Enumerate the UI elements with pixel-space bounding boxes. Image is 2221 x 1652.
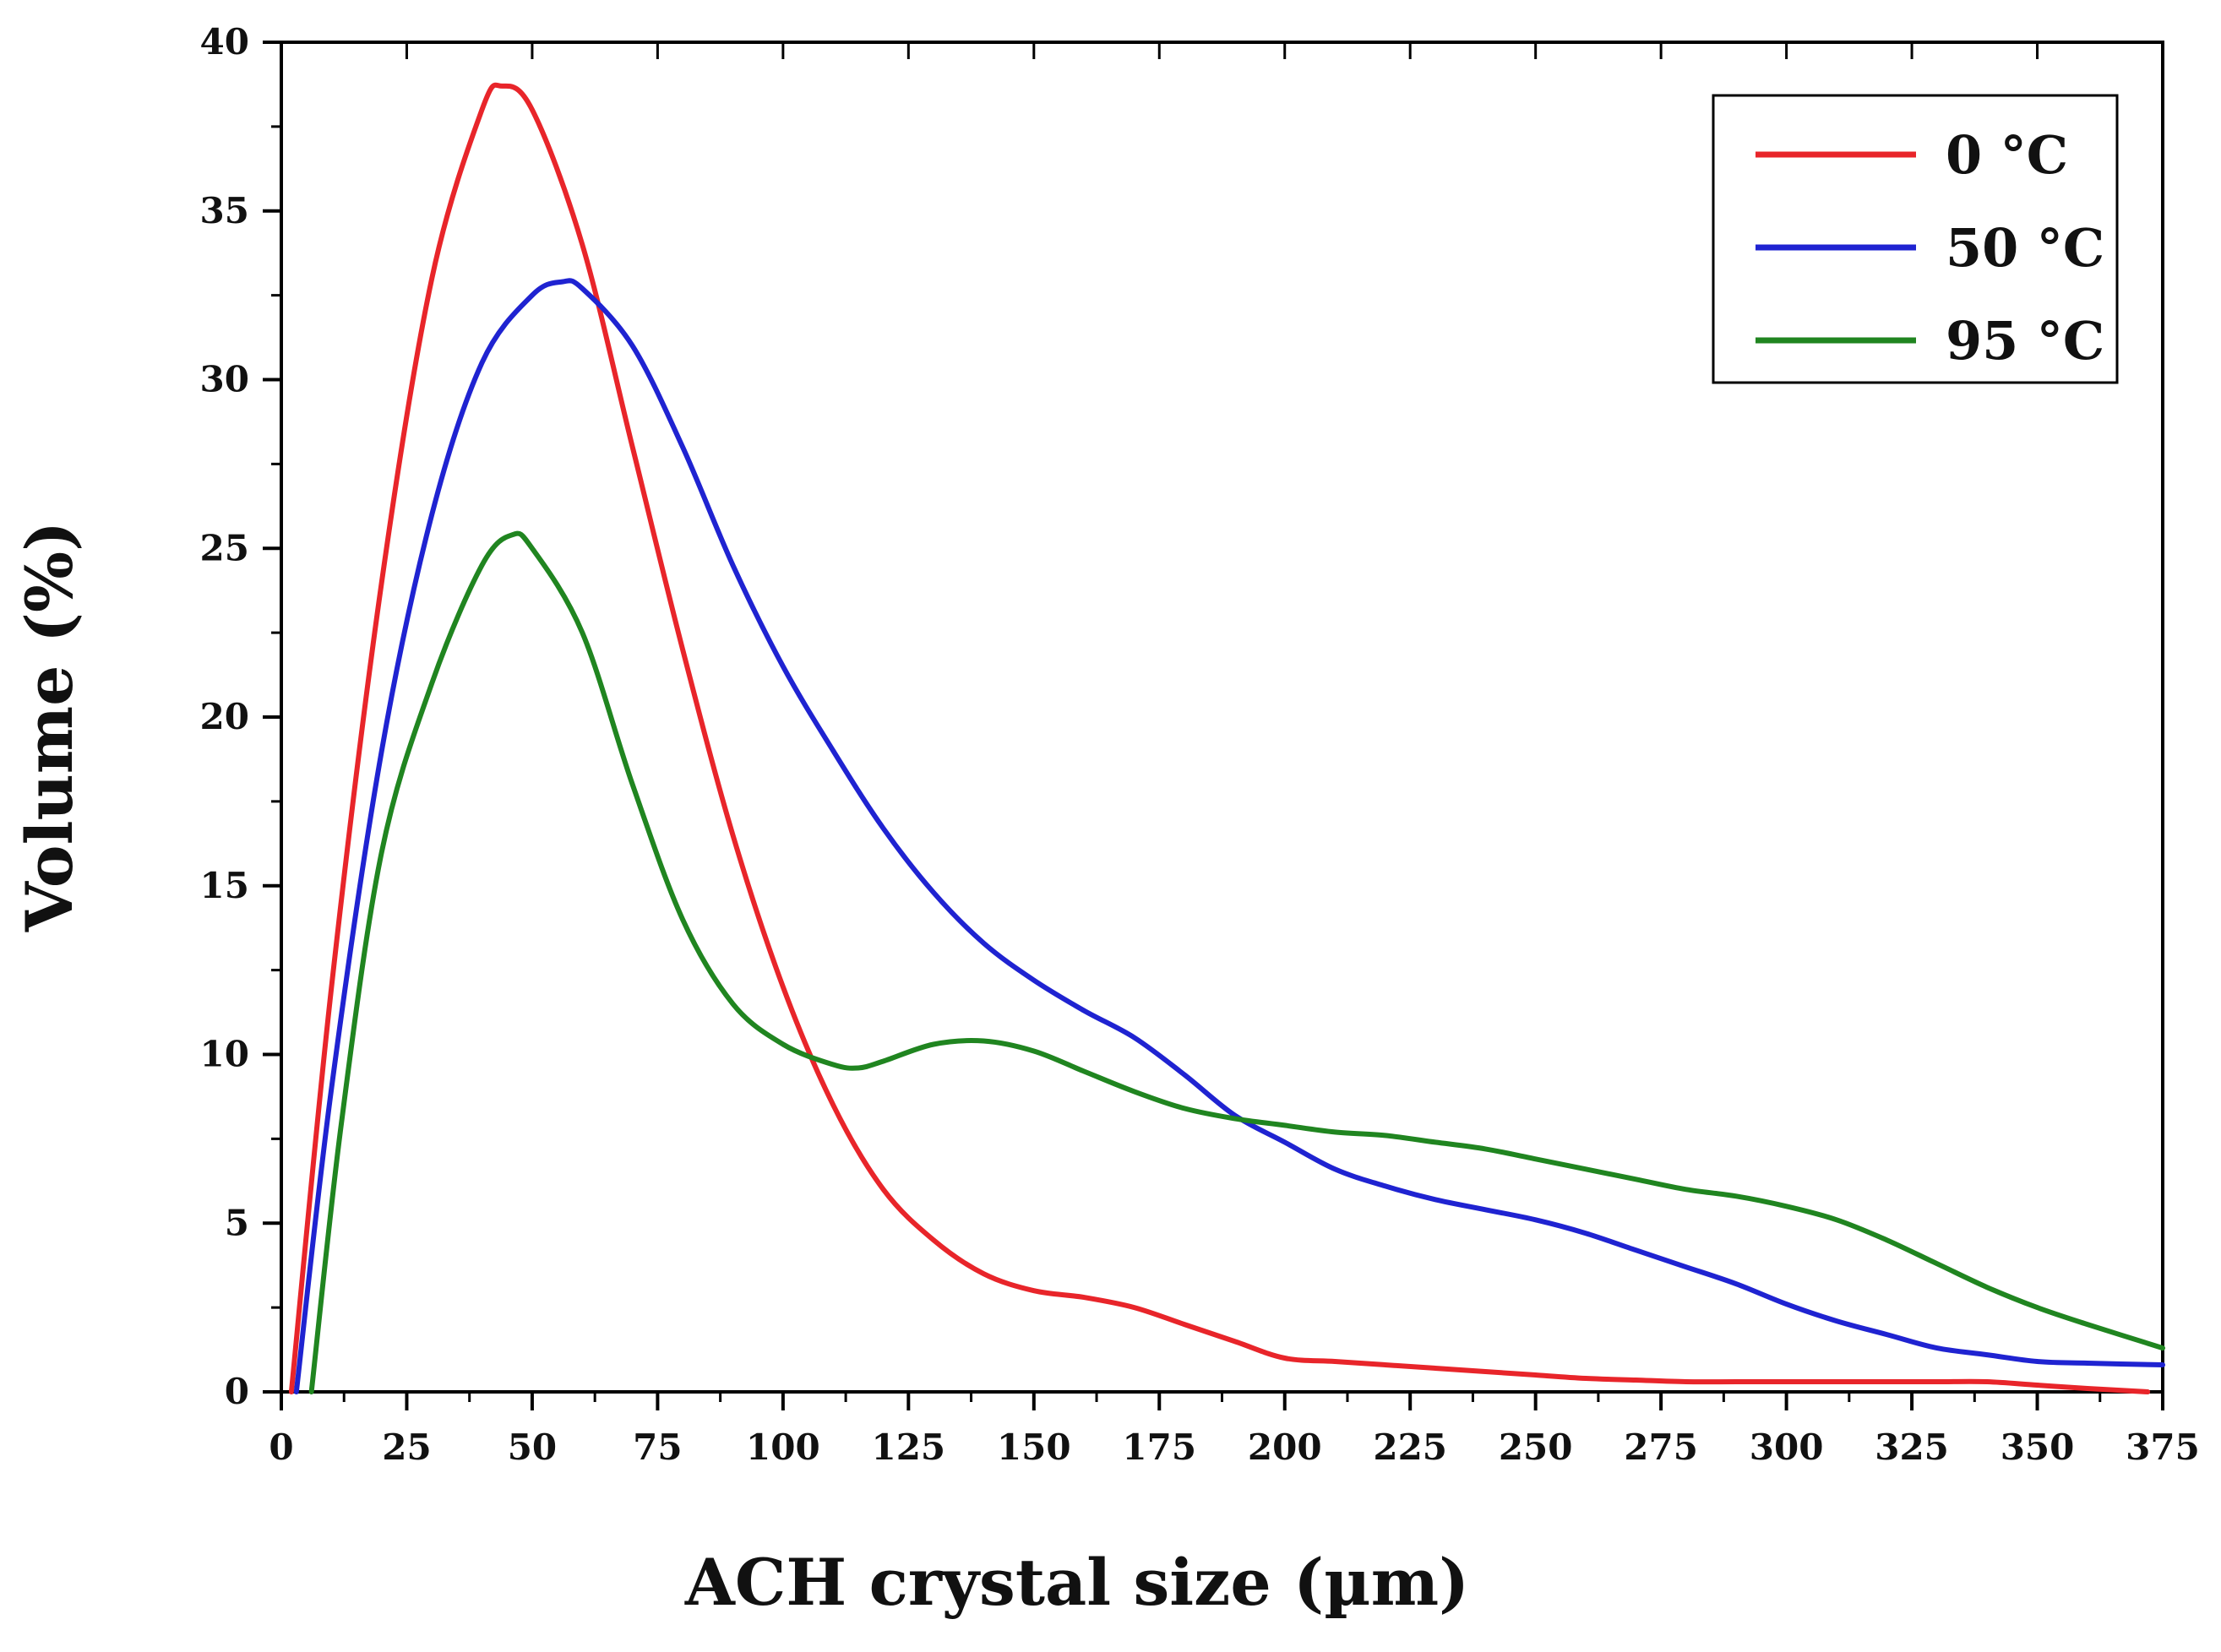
x-tick-label: 100	[746, 1426, 820, 1468]
x-tick-label: 325	[1875, 1426, 1949, 1468]
x-tick-label: 0	[269, 1426, 293, 1468]
x-tick-label: 375	[2126, 1426, 2200, 1468]
x-tick-label: 300	[1750, 1426, 1824, 1468]
x-tick-label: 175	[1122, 1426, 1196, 1468]
y-axis: 0 5 10 15 20 25 30 35 40	[200, 21, 281, 1412]
x-tick-label: 200	[1248, 1426, 1322, 1468]
legend: 0 °C 50 °C 95 °C	[1712, 94, 2119, 384]
x-tick-label: 250	[1499, 1426, 1573, 1468]
x-tick-label: 350	[2001, 1426, 2075, 1468]
y-tick-label: 25	[200, 527, 249, 568]
x-tick-label: 25	[382, 1426, 431, 1468]
y-axis-title: Volume (%)	[12, 521, 87, 932]
y-tick-label: 20	[200, 696, 249, 737]
x-axis: 0 25 50 75 100 125 150 175 200 225 250 275 300 325 350…	[269, 42, 2200, 1468]
series-line-1	[293, 278, 2165, 1394]
legend-box	[1712, 94, 2119, 384]
x-tick-label: 75	[633, 1426, 682, 1468]
series-line-0	[288, 82, 2151, 1394]
legend-label: 95 °C	[1946, 310, 2104, 372]
x-tick-label: 225	[1373, 1426, 1447, 1468]
series-layer	[288, 82, 2165, 1394]
series-line-2	[308, 530, 2165, 1394]
x-tick-label: 125	[871, 1426, 945, 1468]
y-tick-label: 10	[200, 1034, 249, 1075]
x-tick-label: 50	[508, 1426, 557, 1468]
x-axis-title: ACH crystal size (µm)	[684, 1545, 1469, 1620]
y-tick-label: 15	[200, 865, 249, 906]
y-tick-label: 5	[225, 1202, 249, 1243]
y-tick-label: 35	[200, 190, 249, 231]
x-tick-label: 150	[997, 1426, 1071, 1468]
legend-label: 50 °C	[1946, 217, 2104, 279]
x-tick-label: 275	[1624, 1426, 1698, 1468]
y-tick-label: 30	[200, 359, 249, 400]
legend-label: 0 °C	[1946, 124, 2068, 186]
y-tick-label: 0	[225, 1371, 249, 1412]
y-tick-label: 40	[200, 21, 249, 62]
